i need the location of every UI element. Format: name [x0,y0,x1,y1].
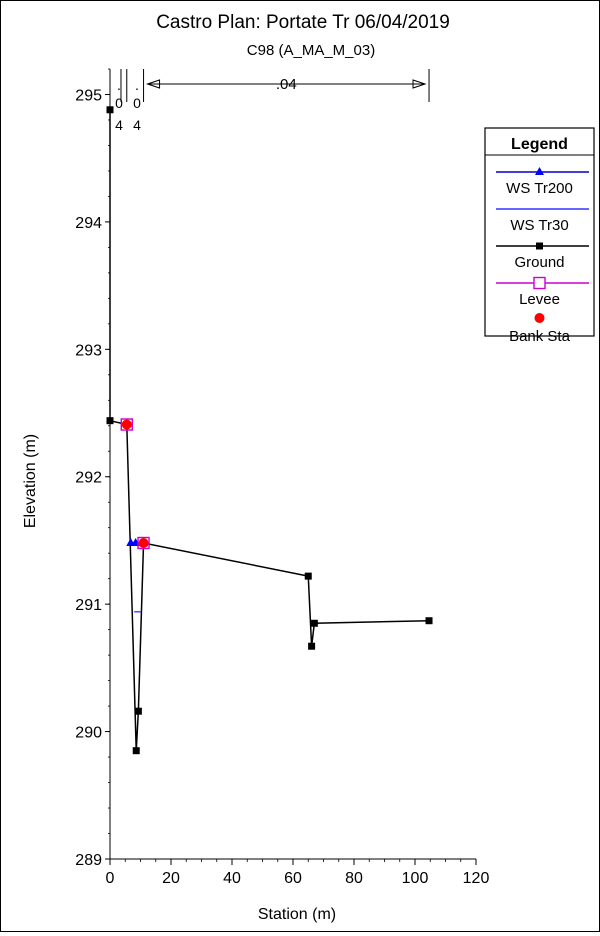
chart-legend: Legend WS Tr200 WS Tr30 Ground Levee Ban… [484,127,595,345]
x-axis-label: Station (m) [258,906,336,923]
legend-ws-tr30-label: WS Tr30 [510,217,568,234]
x-tick-label: 60 [284,870,302,887]
manning-main-value: .04 [276,76,297,93]
x-tick-label: 100 [402,870,429,887]
y-tick-label: 294 [75,215,102,232]
bank-sta-point [138,538,149,548]
ground-point [106,106,114,114]
ground-point [310,619,318,627]
x-tick-label: 80 [345,870,363,887]
legend-bank-sta-label: Bank Sta [509,328,571,345]
chart-subtitle: C98 (A_MA_M_03) [247,42,375,59]
ground-point [308,642,316,650]
ground-point [304,572,312,580]
ground-point [106,417,114,425]
y-tick-label: 290 [75,725,102,742]
y-tick-label: 292 [75,470,102,487]
legend-ground-marker [536,242,543,250]
manning-right-arrow [412,79,427,89]
ground-point [132,747,140,755]
y-axis-label: Elevation (m) [22,434,39,528]
legend-ws-tr200-label: WS Tr200 [506,180,573,197]
legend-levee-marker [533,276,546,290]
legend-levee-label: Levee [519,291,560,308]
series-group [106,106,433,755]
legend-ws-tr200-marker [535,167,544,175]
manning-left-dot: . [117,77,121,93]
legend-box [484,127,595,337]
ground-line [109,109,430,751]
manning-left-four: 4 [115,117,123,133]
legend-title: Legend [511,136,568,153]
levee-point [120,418,133,431]
bank-sta-point [121,419,132,430]
x-tick-label: 0 [106,870,115,887]
legend-bank-sta-marker [534,313,545,323]
legend-ground-label: Ground [514,254,564,271]
manning-group: .04.04.04 [115,69,430,133]
y-tick-label: 295 [75,87,102,104]
manning-middle-zero: 0 [133,95,141,111]
y-tick-label: 289 [75,852,102,869]
x-tick-label: 120 [463,870,490,887]
ground-point [425,617,433,625]
manning-left-zero: 0 [115,95,123,111]
manning-middle-four: 4 [133,117,141,133]
y-tick-label: 291 [75,597,102,614]
chart-title: Castro Plan: Portate Tr 06/04/2019 [156,12,450,33]
ground-point [134,707,142,715]
manning-left-arrow [145,79,161,89]
y-tick-label: 293 [75,342,102,359]
x-tick-label: 40 [223,870,241,887]
x-tick-label: 20 [162,870,180,887]
levee-point [137,536,150,550]
manning-middle-dot: . [135,77,139,93]
